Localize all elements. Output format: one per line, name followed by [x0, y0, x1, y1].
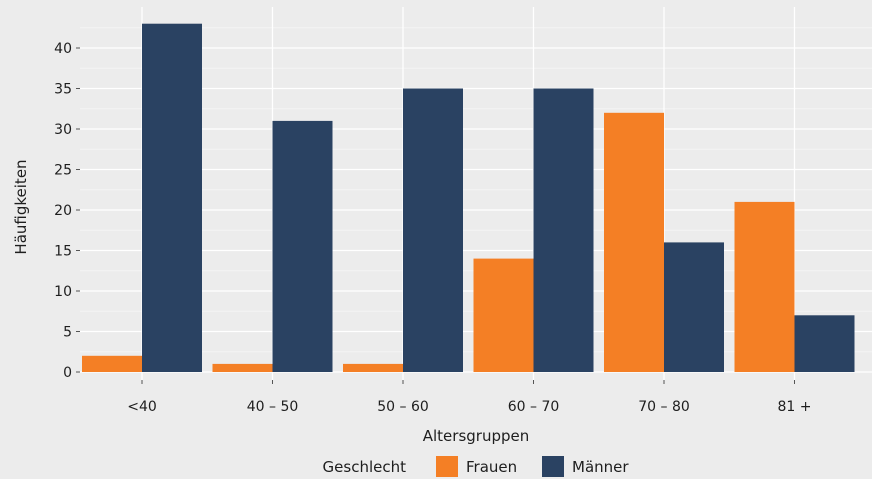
- bars: [82, 23, 855, 373]
- bar-maenner: [142, 23, 202, 372]
- bar-maenner: [794, 315, 855, 372]
- legend-swatch-frauen: [436, 456, 458, 477]
- legend: Geschlecht Frauen Männer: [323, 456, 629, 477]
- bar-frauen: [734, 201, 795, 372]
- y-tick-label: 20: [54, 203, 72, 219]
- bar-frauen: [604, 112, 664, 373]
- x-tick-label: <40: [127, 399, 157, 415]
- x-tick-label: 60 – 70: [508, 399, 560, 415]
- legend-label-maenner: Männer: [572, 458, 629, 476]
- y-tick-label: 15: [54, 244, 72, 260]
- bar-maenner: [272, 120, 333, 373]
- y-tick-label: 5: [63, 325, 72, 341]
- y-tick-label: 40: [54, 41, 72, 57]
- x-tick-label: 50 – 60: [377, 399, 429, 415]
- bar-frauen: [343, 363, 403, 372]
- bar-frauen: [212, 363, 273, 372]
- legend-swatch-maenner: [542, 456, 564, 477]
- x-axis-ticks: <40 40 – 50 50 – 60 60 – 70 70 – 80 81 +: [127, 380, 812, 415]
- x-tick-label: 40 – 50: [247, 399, 299, 415]
- y-axis-title: Häufigkeiten: [12, 159, 30, 254]
- y-tick-label: 35: [54, 82, 72, 98]
- x-tick-label: 70 – 80: [638, 399, 690, 415]
- y-tick-label: 0: [63, 365, 72, 381]
- y-tick-label: 10: [54, 284, 72, 300]
- bar-frauen: [82, 355, 142, 372]
- legend-label-frauen: Frauen: [466, 458, 517, 476]
- bar-frauen: [473, 258, 534, 372]
- bar-maenner: [403, 88, 463, 372]
- x-axis-title: Altersgruppen: [423, 427, 530, 445]
- y-axis-ticks: 0 5 10 15 20 25 30 35 40: [54, 41, 80, 381]
- bar-maenner: [533, 88, 594, 372]
- y-tick-label: 30: [54, 122, 72, 138]
- y-tick-label: 25: [54, 163, 72, 179]
- bar-maenner: [664, 242, 724, 372]
- x-tick-label: 81 +: [778, 399, 812, 415]
- legend-title: Geschlecht: [323, 458, 407, 476]
